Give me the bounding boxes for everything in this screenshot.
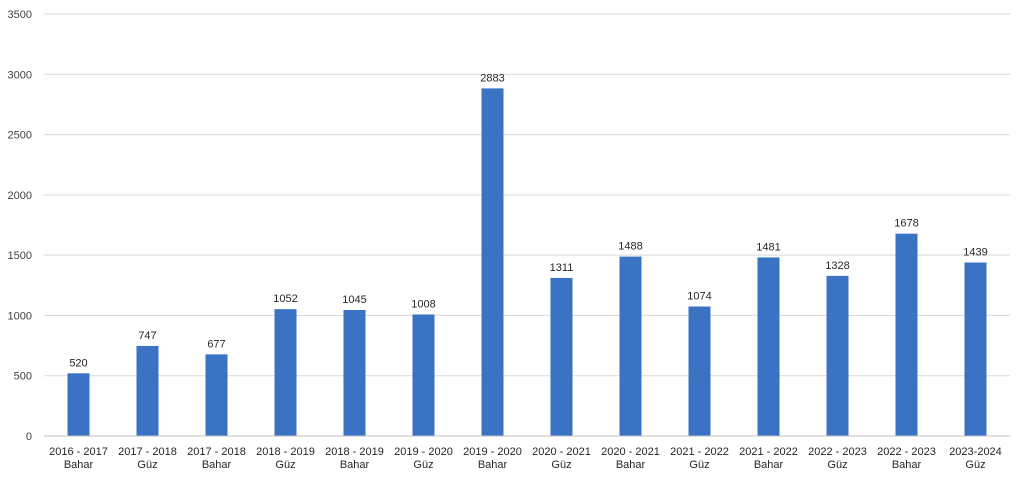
- data-label: 1311: [550, 262, 574, 274]
- x-category-label: 2016 - 2017: [49, 446, 108, 458]
- x-category-label: Bahar: [892, 459, 922, 471]
- data-label: 2883: [480, 72, 504, 84]
- x-category-label: 2017 - 2018: [187, 446, 246, 458]
- x-category-label: 2021 - 2022: [739, 446, 798, 458]
- bar: [205, 354, 228, 436]
- x-category-label: Bahar: [616, 459, 646, 471]
- data-label: 1328: [825, 260, 849, 272]
- bar: [688, 306, 711, 436]
- data-label: 1052: [273, 293, 297, 305]
- x-category-label: 2018 - 2019: [325, 446, 384, 458]
- y-tick-label: 0: [26, 431, 32, 443]
- x-category-label: Bahar: [340, 459, 370, 471]
- x-category-label: Güz: [689, 459, 709, 471]
- data-label: 1678: [894, 218, 918, 230]
- bar: [895, 233, 918, 436]
- bar: [550, 277, 573, 436]
- data-label: 747: [138, 330, 156, 342]
- x-category-label: Güz: [965, 459, 985, 471]
- x-category-label: Güz: [275, 459, 295, 471]
- y-axis-tick-labels: 0 500 1000 1500 2000 2500 3000 3500: [8, 9, 32, 443]
- x-category-label: 2021 - 2022: [670, 446, 729, 458]
- x-category-label: 2023-2024: [949, 446, 1002, 458]
- x-category-label: 2018 - 2019: [256, 446, 315, 458]
- y-tick-label: 1500: [8, 250, 32, 262]
- y-tick-label: 2500: [8, 130, 32, 142]
- gridlines: [44, 13, 1010, 377]
- data-label: 1045: [342, 294, 366, 306]
- data-label: 1008: [411, 298, 435, 310]
- y-tick-label: 3500: [8, 9, 32, 21]
- x-category-label: Güz: [137, 459, 157, 471]
- bar: [757, 257, 780, 436]
- x-category-label: Bahar: [478, 459, 508, 471]
- x-category-label: Bahar: [754, 459, 784, 471]
- bar: [274, 309, 297, 436]
- data-label: 520: [69, 357, 87, 369]
- y-tick-label: 1000: [8, 310, 32, 322]
- bar: [412, 314, 435, 436]
- bar: [136, 345, 159, 436]
- x-category-label: Bahar: [64, 459, 94, 471]
- bar: [481, 88, 504, 436]
- bar: [619, 256, 642, 436]
- data-label: 677: [207, 338, 225, 350]
- x-category-label: Güz: [551, 459, 571, 471]
- x-category-label: 2022 - 2023: [808, 446, 867, 458]
- data-label: 1488: [618, 241, 642, 253]
- y-tick-label: 500: [14, 371, 32, 383]
- x-category-label: 2019 - 2020: [394, 446, 453, 458]
- x-category-label: 2017 - 2018: [118, 446, 177, 458]
- x-category-label: 2020 - 2021: [532, 446, 591, 458]
- bar: [826, 275, 849, 436]
- x-category-label: 2019 - 2020: [463, 446, 522, 458]
- data-label: 1074: [687, 291, 711, 303]
- y-tick-label: 3000: [8, 69, 32, 81]
- data-label: 1439: [963, 246, 987, 258]
- x-category-label: 2022 - 2023: [877, 446, 936, 458]
- bar: [964, 262, 987, 436]
- x-category-label: Güz: [413, 459, 433, 471]
- x-category-label: Bahar: [202, 459, 232, 471]
- y-tick-label: 2000: [8, 190, 32, 202]
- x-category-label: 2020 - 2021: [601, 446, 660, 458]
- x-category-label: Güz: [827, 459, 847, 471]
- data-label: 1481: [756, 241, 780, 253]
- bars: [67, 88, 987, 436]
- data-labels: 520 747 677 1052 1045 1008 2883 1311 1488 1074 148…: [69, 72, 987, 369]
- bar: [343, 310, 366, 436]
- bar: [67, 373, 90, 436]
